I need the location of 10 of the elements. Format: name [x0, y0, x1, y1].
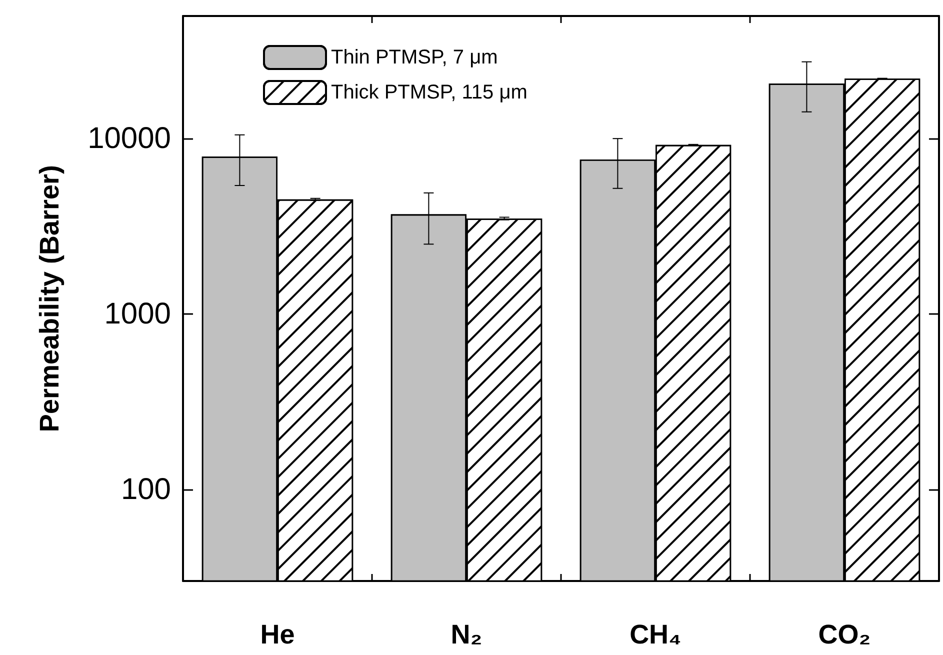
x-tick-label: N₂: [450, 620, 482, 650]
x-tick-label: CH₄: [630, 620, 682, 650]
legend-label: Thin PTMSP, 7 μm: [331, 46, 498, 68]
x-tick-label: He: [260, 620, 295, 650]
x-tick-label: CO₂: [818, 620, 871, 650]
y-axis-title: Permeability (Barrer): [34, 164, 64, 432]
y-tick-label: 1000: [104, 297, 171, 330]
y-tick-label: 100: [120, 472, 171, 506]
legend-label: Thick PTMSP, 115 μm: [331, 82, 528, 104]
y-tick-label: 10000: [88, 122, 171, 156]
